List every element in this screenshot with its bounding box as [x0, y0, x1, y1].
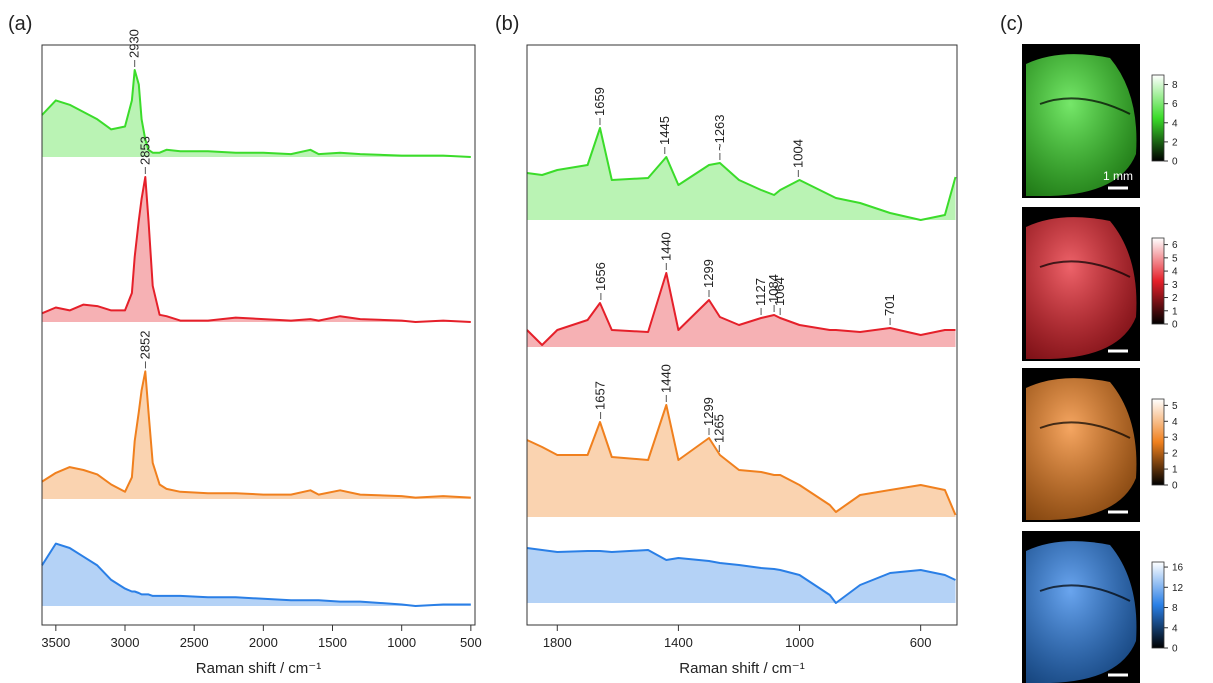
area-fill: [527, 405, 956, 517]
panel-label: (c): [1000, 13, 1023, 35]
peak-label: 701: [882, 294, 897, 316]
peak-label: 1440: [658, 364, 673, 393]
peak-label: 2930: [127, 29, 142, 58]
colorbar: [1151, 398, 1165, 486]
colorbar-tick-label: 3: [1172, 433, 1178, 444]
colorbar-tick-label: 0: [1172, 320, 1178, 331]
colorbar: [1151, 561, 1165, 649]
peak-label: 1127: [753, 278, 768, 306]
brain-section: [1026, 217, 1137, 359]
colorbar-tick-label: 1: [1172, 306, 1178, 317]
ventricle: [1039, 260, 1131, 278]
x-tick-label: 500: [460, 635, 482, 650]
colorbar-tick-label: 16: [1172, 563, 1184, 574]
spectrum-line: [41, 176, 471, 323]
scale-bar-label: 1 mm: [1103, 169, 1133, 183]
area-fill: [42, 70, 471, 157]
area-fill: [42, 177, 471, 322]
colorbar-tick-label: 4: [1172, 267, 1178, 278]
colorbar-tick-label: 3: [1172, 280, 1178, 291]
peak-label: 1299: [701, 397, 716, 426]
ventricle: [1039, 97, 1131, 115]
x-axis-title: Raman shift / cm⁻¹: [679, 660, 804, 677]
peak-label: 1299: [701, 259, 716, 288]
area-fill: [527, 128, 956, 220]
x-tick-label: 1000: [387, 635, 416, 650]
peak-label: 1445: [657, 116, 672, 145]
colorbar-tick-label: 1: [1172, 465, 1178, 476]
x-tick-label: 3000: [111, 635, 140, 650]
colorbar-tick-label: 8: [1172, 80, 1178, 91]
x-tick-label: 2500: [180, 635, 209, 650]
ventricle: [1039, 584, 1131, 602]
panel-label: (a): [8, 13, 32, 35]
peak-label: 1440: [658, 232, 673, 261]
x-tick-label: 600: [910, 635, 932, 650]
spectrum-line: [526, 272, 956, 346]
peak-label: 2852: [137, 330, 152, 359]
colorbar-tick-label: 5: [1172, 401, 1178, 412]
ventricle: [1039, 421, 1131, 439]
colorbar-tick-label: 6: [1172, 240, 1178, 251]
peak-label: 1265: [711, 414, 726, 443]
panel-label: (b): [495, 13, 519, 35]
spectrum-line: [41, 69, 471, 158]
area-fill: [527, 273, 956, 347]
x-tick-label: 3500: [41, 635, 70, 650]
x-tick-label: 2000: [249, 635, 278, 650]
spectrum-line: [526, 127, 957, 221]
x-tick-label: 1800: [543, 635, 572, 650]
peak-label: 1659: [592, 87, 607, 116]
spectrum-line: [526, 404, 957, 516]
colorbar-tick-label: 4: [1172, 417, 1178, 428]
peak-label: ~1263: [712, 114, 727, 151]
plot-frame: [41, 44, 476, 626]
spectrum-line: [526, 547, 956, 604]
colorbar-tick-label: 0: [1172, 157, 1178, 168]
brain-section: [1026, 541, 1137, 683]
colorbar-tick-label: 2: [1172, 137, 1178, 148]
brain-section: [1026, 378, 1137, 520]
spectrum-line: [41, 370, 471, 499]
colorbar-tick-label: 5: [1172, 253, 1178, 264]
spectrum-line: [41, 542, 471, 607]
area-fill: [42, 371, 471, 499]
x-tick-label: 1000: [785, 635, 814, 650]
peak-label: 1084: [766, 274, 781, 303]
peak-label: 2853: [137, 136, 152, 165]
peak-label: 1064: [772, 277, 787, 306]
colorbar-tick-label: 0: [1172, 644, 1178, 655]
x-axis-title: Raman shift / cm⁻¹: [196, 660, 321, 677]
colorbar-tick-label: 12: [1172, 583, 1184, 594]
x-tick-label: 1400: [664, 635, 693, 650]
peak-label: 1657: [593, 381, 608, 410]
brain-section: [1026, 54, 1137, 197]
x-tick-label: 1500: [318, 635, 347, 650]
colorbar-tick-label: 6: [1172, 99, 1178, 110]
colorbar-tick-label: 4: [1172, 118, 1178, 129]
colorbar-tick-label: 0: [1172, 481, 1178, 492]
colorbar: [1151, 237, 1165, 325]
peak-label: 1656: [593, 262, 608, 291]
peak-label: 1004: [790, 139, 805, 168]
area-fill: [42, 543, 471, 606]
colorbar: [1151, 74, 1165, 162]
colorbar-tick-label: 8: [1172, 603, 1178, 614]
colorbar-tick-label: 2: [1172, 449, 1178, 460]
area-fill: [527, 548, 956, 603]
plot-frame: [526, 44, 958, 626]
colorbar-tick-label: 2: [1172, 293, 1178, 304]
colorbar-tick-label: 4: [1172, 623, 1178, 634]
